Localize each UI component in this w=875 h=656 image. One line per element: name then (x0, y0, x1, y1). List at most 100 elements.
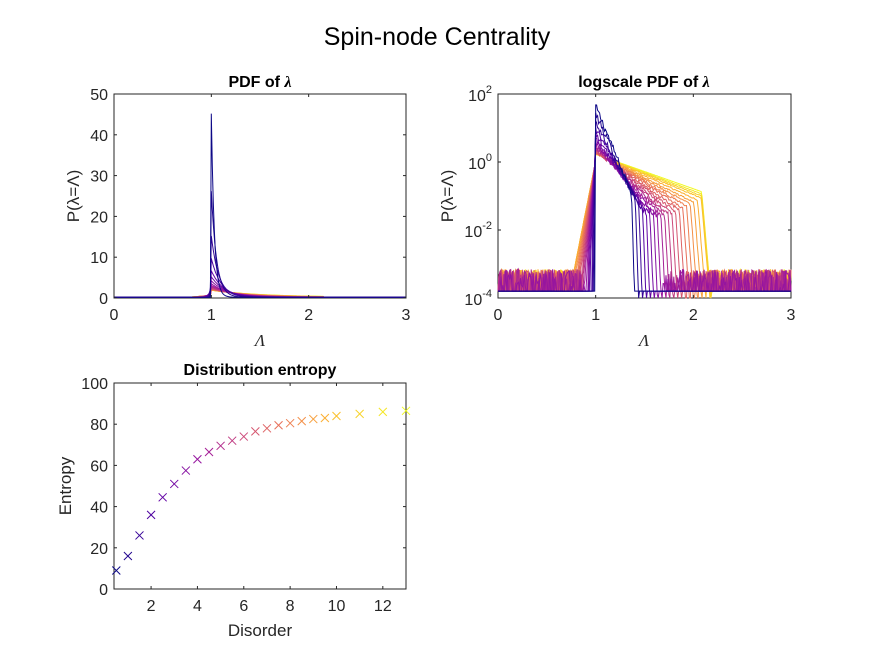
pdf-linear-ytick-label: 0 (99, 291, 108, 308)
entropy-xtick-label: 10 (328, 598, 346, 615)
entropy-marker-stroke (285, 418, 295, 428)
entropy-axes (113, 382, 407, 590)
entropy-marker-stroke (239, 432, 249, 441)
entropy-marker (378, 407, 388, 417)
entropy-marker-stroke (251, 427, 260, 436)
entropy-marker (169, 479, 179, 489)
entropy-marker (216, 441, 225, 451)
entropy-marker (332, 411, 341, 421)
pdf-linear-curves (114, 113, 406, 298)
entropy-ticks: 2 4 6 8 10 12 0 20 40 60 80 100 (81, 376, 406, 615)
pdf-log-ytick-label: 102 (468, 84, 492, 105)
pdf-log-ytick-label: 10-2 (464, 220, 492, 241)
entropy-marker (123, 551, 133, 561)
figure-title: Spin-node Centrality (324, 23, 551, 51)
entropy-marker (239, 432, 249, 441)
pdf-log-curves (497, 104, 792, 299)
entropy-ytick-label: 60 (90, 458, 108, 475)
entropy-marker-stroke (216, 441, 225, 451)
entropy-marker (135, 531, 144, 540)
entropy-marker (274, 420, 283, 430)
pdf-log-panel: logscale PDF of λ 0 1 2 3 102 100 10-2 10-4 Λ P… (438, 74, 796, 350)
pdf-log-xtick-label: 1 (591, 307, 600, 324)
entropy-marker-stroke (297, 416, 307, 426)
pdf-log-ytick-label: 10-4 (464, 288, 492, 309)
entropy-marker (227, 436, 237, 446)
entropy-ytick-label: 100 (81, 376, 108, 393)
entropy-marker-stroke (262, 423, 272, 433)
entropy-xtick-label: 12 (374, 598, 392, 615)
pdf-log-xlabel: Λ (637, 331, 650, 350)
pdf-linear-xtick-label: 2 (304, 307, 313, 324)
entropy-marker (204, 447, 214, 457)
entropy-marker-stroke (332, 411, 341, 421)
pdf-linear-xlabel: Λ (253, 331, 266, 350)
pdf-log-title: logscale PDF of λ (578, 74, 710, 91)
pdf-log-xtick-label: 2 (689, 307, 698, 324)
pdf-log-series-line (498, 104, 791, 292)
entropy-marker-stroke (378, 407, 388, 417)
entropy-marker (297, 416, 307, 426)
entropy-marker (320, 413, 330, 423)
entropy-marker-stroke (274, 420, 283, 430)
pdf-log-ylabel: P(λ=Λ) (438, 170, 457, 222)
entropy-marker-stroke (181, 466, 191, 475)
entropy-marker (146, 510, 156, 520)
entropy-xtick-label: 8 (286, 598, 295, 615)
entropy-marker-stroke (146, 510, 156, 520)
entropy-ytick-label: 0 (99, 582, 108, 599)
entropy-marker-stroke (123, 551, 133, 561)
pdf-linear-ytick-label: 40 (90, 128, 108, 145)
pdf-linear-ytick-label: 10 (90, 250, 108, 267)
entropy-marker-stroke (158, 492, 168, 502)
entropy-marker (285, 418, 295, 428)
pdf-linear-ytick-label: 30 (90, 169, 108, 186)
entropy-ytick-label: 20 (90, 541, 108, 558)
pdf-log-xtick-label: 0 (494, 307, 503, 324)
entropy-markers (111, 406, 411, 575)
entropy-xtick-label: 4 (193, 598, 202, 615)
entropy-marker (251, 427, 260, 436)
entropy-marker-stroke (169, 479, 179, 489)
entropy-marker-stroke (401, 406, 411, 416)
entropy-marker-stroke (320, 413, 330, 423)
entropy-marker (181, 466, 191, 475)
entropy-marker (355, 409, 365, 419)
entropy-marker-stroke (355, 409, 365, 419)
entropy-ylabel: Entropy (56, 456, 75, 515)
entropy-marker-stroke (308, 414, 318, 424)
entropy-marker-stroke (227, 436, 237, 446)
entropy-marker (158, 492, 168, 502)
entropy-xtick-label: 6 (239, 598, 248, 615)
pdf-log-ticks: 0 1 2 3 102 100 10-2 10-4 (464, 84, 795, 324)
entropy-marker-stroke (135, 531, 144, 540)
entropy-marker (401, 406, 411, 416)
entropy-marker (193, 454, 202, 464)
entropy-marker-stroke (111, 566, 121, 575)
entropy-marker (111, 566, 121, 575)
pdf-linear-xtick-label: 1 (207, 307, 216, 324)
entropy-title: Distribution entropy (184, 362, 337, 379)
pdf-linear-title: PDF of λ (228, 74, 291, 91)
pdf-linear-xtick-label: 3 (402, 307, 411, 324)
entropy-marker-stroke (204, 447, 214, 457)
pdf-linear-ylabel: P(λ=Λ) (64, 170, 83, 222)
pdf-linear-ytick-label: 50 (90, 87, 108, 104)
entropy-panel: Distribution entropy 2 4 6 8 10 12 0 20 40 60 80 10… (56, 362, 411, 640)
pdf-linear-axes (113, 93, 407, 299)
entropy-xtick-label: 2 (147, 598, 156, 615)
entropy-xlabel: Disorder (228, 621, 293, 640)
entropy-marker-stroke (193, 454, 202, 464)
pdf-linear-ytick-label: 20 (90, 209, 108, 226)
entropy-marker (262, 423, 272, 433)
pdf-linear-series-line (114, 113, 406, 298)
pdf-log-ytick-label: 100 (468, 152, 492, 173)
entropy-marker (308, 414, 318, 424)
pdf-log-xtick-label: 3 (787, 307, 796, 324)
entropy-ytick-label: 80 (90, 417, 108, 434)
entropy-ytick-label: 40 (90, 500, 108, 517)
pdf-linear-xtick-label: 0 (110, 307, 119, 324)
